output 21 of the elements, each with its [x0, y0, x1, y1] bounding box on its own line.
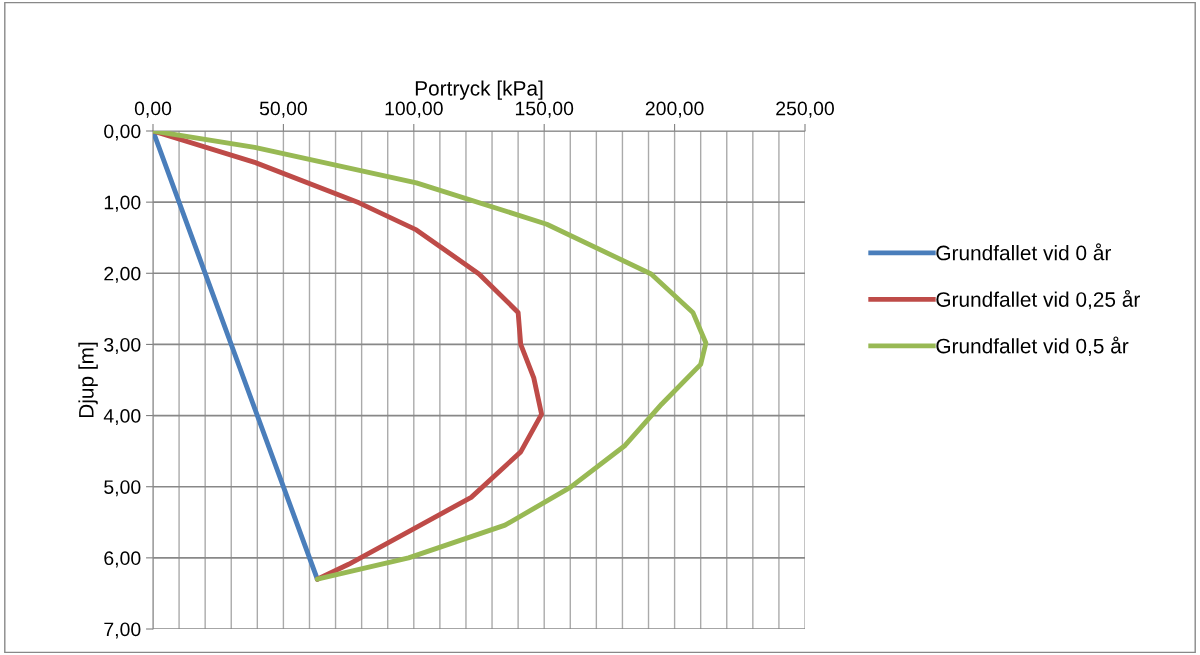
x-tick-label: 150,00 [515, 101, 574, 118]
y-tick-label: 5,00 [104, 480, 141, 497]
y-axis-title: Djup [m] [78, 342, 98, 418]
legend-label: Grundfallet vid 0,5 år [936, 336, 1129, 356]
x-tick-label: 0,00 [134, 101, 172, 118]
x-axis-title: Portryck [kPa] [415, 80, 543, 100]
y-tick-label: 0,00 [104, 124, 141, 141]
x-tick-label: 250,00 [776, 101, 834, 118]
legend-label: Grundfallet vid 0,25 år [936, 289, 1140, 310]
line-series [153, 131, 545, 582]
legend-label: Grundfallet vid 0 år [936, 243, 1111, 261]
y-tick-label: 3,00 [104, 337, 141, 354]
y-tick-label: 4,00 [103, 409, 141, 426]
y-tick-label: 6,00 [104, 551, 141, 568]
x-tick-label: 50,00 [259, 101, 307, 118]
y-tick-label: 2,00 [104, 266, 141, 283]
x-tick-label: 100,00 [385, 101, 443, 118]
x-tick-label: 200,00 [645, 101, 704, 118]
y-tick-label: 7,00 [104, 622, 141, 639]
y-tick-label: 1,00 [104, 195, 141, 212]
line-series [153, 131, 709, 582]
